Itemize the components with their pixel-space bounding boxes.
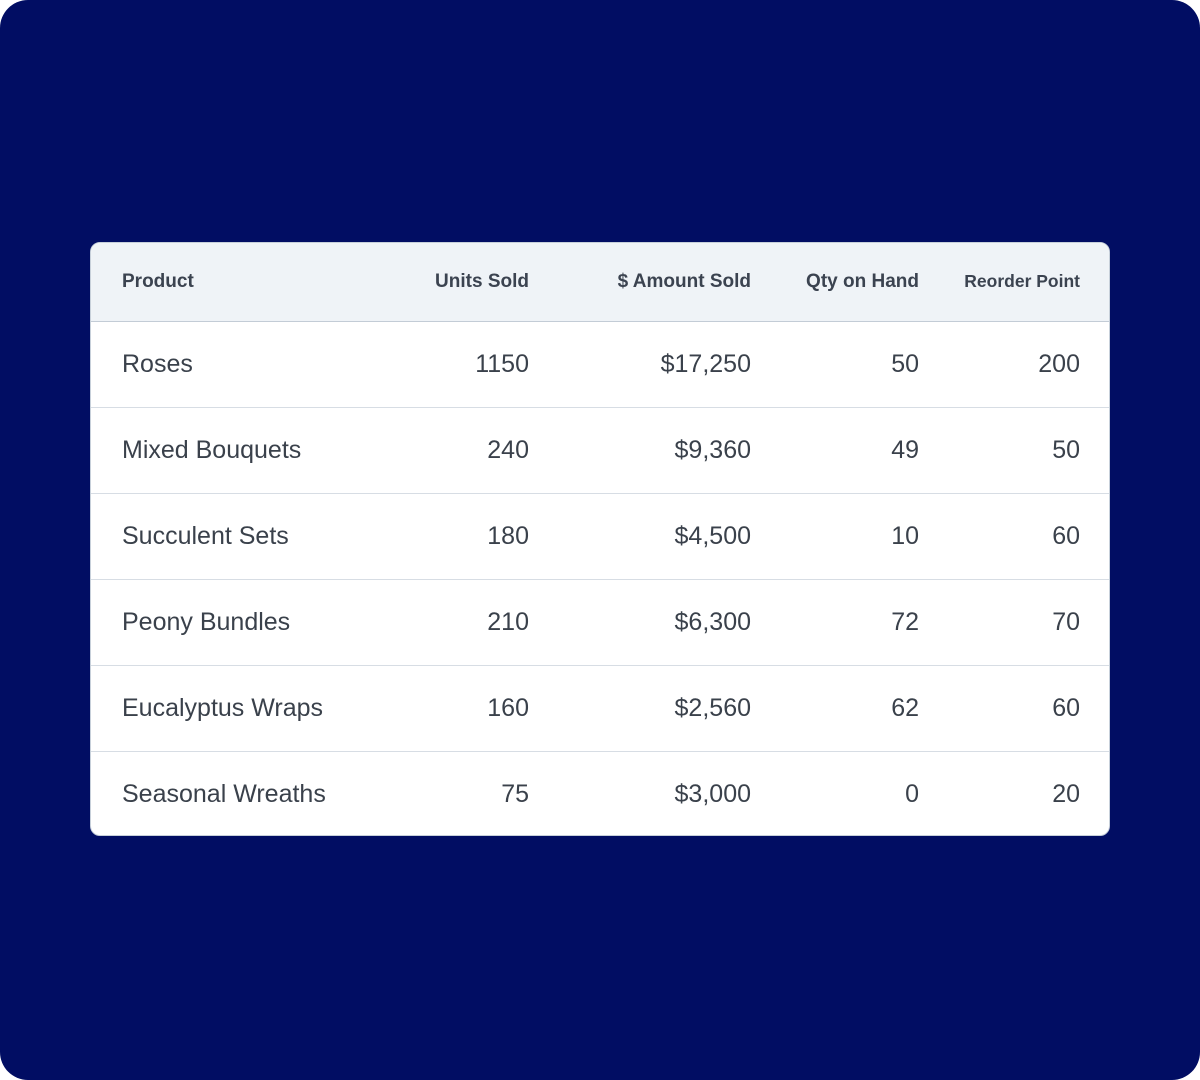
cell-amount-sold: $2,560: [529, 665, 751, 752]
cell-reorder-point: 70: [919, 579, 1109, 666]
table-body: Roses 1150 $17,250 50 200 Mixed Bouquets…: [91, 321, 1109, 835]
cell-reorder-point: 200: [919, 321, 1109, 408]
cell-reorder-point: 60: [919, 493, 1109, 580]
cell-qty-on-hand: 62: [751, 665, 919, 752]
cell-units-sold: 180: [413, 493, 529, 580]
cell-reorder-point: 20: [1052, 779, 1080, 808]
cell-amount-sold: $3,000: [674, 779, 751, 808]
cell-amount-sold: $17,250: [529, 321, 751, 408]
cell-units-sold: 1150: [413, 321, 529, 408]
header-qty-on-hand: Qty on Hand: [751, 243, 919, 322]
cell-product: Roses: [91, 321, 413, 408]
inventory-table-card: Product Units Sold $ Amount Sold Qty on …: [90, 242, 1110, 836]
header-product: Product: [91, 243, 413, 322]
header-units-sold: Units Sold: [413, 243, 529, 322]
cell-amount-sold: $4,500: [529, 493, 751, 580]
cell-reorder-point: 60: [919, 665, 1109, 752]
header-amount-sold: $ Amount Sold: [529, 243, 751, 322]
cell-qty-on-hand: 0: [905, 779, 919, 808]
table-row: Mixed Bouquets 240 $9,360 49 50: [91, 407, 1109, 494]
table-row: Roses 1150 $17,250 50 200: [91, 321, 1109, 408]
table-row: Succulent Sets 180 $4,500 10 60: [91, 493, 1109, 580]
cell-amount-sold: $6,300: [529, 579, 751, 666]
cell-units-sold: 240: [413, 407, 529, 494]
cell-units-sold: 160: [413, 665, 529, 752]
cell-product: Mixed Bouquets: [91, 407, 413, 494]
table-row: Seasonal Wreaths 75 $3,000 0 20: [91, 751, 1109, 835]
cell-product: Eucalyptus Wraps: [91, 665, 413, 752]
cell-units-sold: 75: [501, 779, 529, 808]
cell-amount-sold: $9,360: [529, 407, 751, 494]
cell-units-sold: 210: [413, 579, 529, 666]
table-row: Peony Bundles 210 $6,300 72 70: [91, 579, 1109, 666]
cell-product: Seasonal Wreaths: [122, 779, 326, 808]
cell-qty-on-hand: 10: [751, 493, 919, 580]
inventory-table: Product Units Sold $ Amount Sold Qty on …: [91, 243, 1109, 835]
header-row: Product Units Sold $ Amount Sold Qty on …: [91, 243, 1109, 322]
cell-product: Succulent Sets: [91, 493, 413, 580]
cell-qty-on-hand: 50: [751, 321, 919, 408]
table-row: Eucalyptus Wraps 160 $2,560 62 60: [91, 665, 1109, 752]
cell-qty-on-hand: 72: [751, 579, 919, 666]
cell-product: Peony Bundles: [91, 579, 413, 666]
table-header: Product Units Sold $ Amount Sold Qty on …: [91, 243, 1109, 322]
cell-qty-on-hand: 49: [751, 407, 919, 494]
header-reorder-point: Reorder Point: [919, 243, 1109, 322]
cell-reorder-point: 50: [919, 407, 1109, 494]
